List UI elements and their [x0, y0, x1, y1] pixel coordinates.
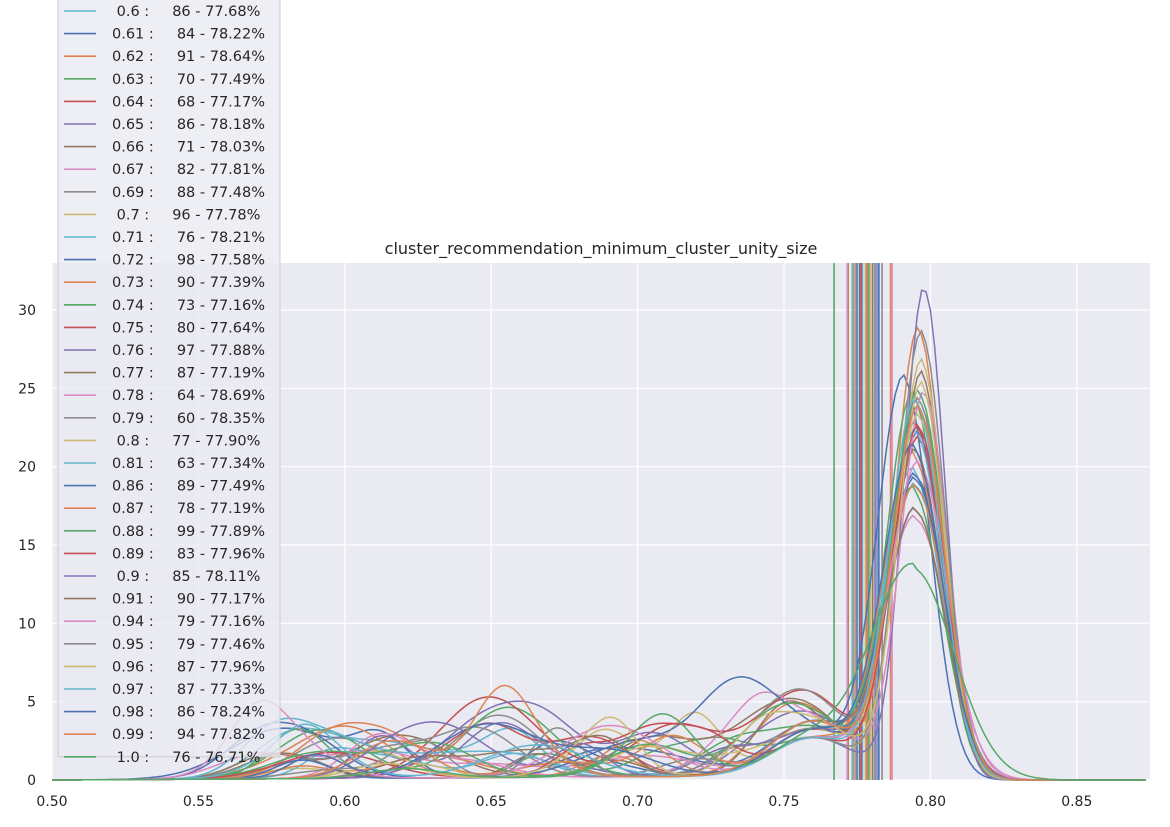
x-tick-label: 0.50	[36, 794, 67, 810]
y-tick-label: 15	[18, 538, 36, 554]
legend-entry: 0.7 : 96 - 77.78%	[112, 207, 260, 223]
legend-entry: 1.0 : 76 - 76.71%	[112, 750, 260, 766]
chart-title: cluster_recommendation_minimum_cluster_u…	[385, 239, 818, 259]
legend-entry: 0.65 : 86 - 78.18%	[112, 117, 265, 133]
legend-entry: 0.96 : 87 - 77.96%	[112, 659, 265, 675]
x-tick-label: 0.55	[183, 794, 214, 810]
y-tick-label: 10	[18, 616, 36, 632]
y-tick-label: 5	[27, 695, 36, 711]
legend-entry: 0.98 : 86 - 78.24%	[112, 705, 265, 721]
legend-entry: 0.99 : 94 - 77.82%	[112, 727, 265, 743]
legend-entry: 0.87 : 78 - 77.19%	[112, 501, 265, 517]
y-tick-label: 30	[18, 303, 36, 319]
x-tick-label: 0.80	[915, 794, 946, 810]
x-tick-label: 0.60	[329, 794, 360, 810]
legend-entry: 0.62 : 91 - 78.64%	[112, 49, 265, 65]
legend-entry: 0.79 : 60 - 78.35%	[112, 411, 265, 427]
y-tick-label: 25	[18, 381, 36, 397]
y-axis-ticks: 0 5 10 15 20 25 30	[18, 303, 36, 789]
legend-entry: 0.9 : 85 - 78.11%	[112, 569, 260, 585]
legend-entry: 0.66 : 71 - 78.03%	[112, 140, 265, 156]
legend-entry: 0.63 : 70 - 77.49%	[112, 72, 265, 88]
legend-entry: 0.71 : 76 - 78.21%	[112, 230, 265, 246]
x-tick-label: 0.70	[622, 794, 653, 810]
legend-entry: 0.77 : 87 - 77.19%	[112, 366, 265, 382]
legend-entry: 0.95 : 79 - 77.46%	[112, 637, 265, 653]
density-curves	[52, 289, 1146, 781]
legend-entry: 0.61 : 84 - 78.22%	[112, 27, 265, 43]
x-tick-label: 0.65	[476, 794, 507, 810]
y-tick-label: 20	[18, 460, 36, 476]
legend-entry: 0.76 : 97 - 77.88%	[112, 343, 265, 359]
legend-entry: 0.88 : 99 - 77.89%	[112, 524, 265, 540]
legend-entry: 0.72 : 98 - 77.58%	[112, 253, 265, 269]
legend-entry: 0.78 : 64 - 78.69%	[112, 388, 265, 404]
legend-entry: 0.89 : 83 - 77.96%	[112, 546, 265, 562]
legend-entry: 0.6 : 86 - 77.68%	[112, 4, 260, 20]
legend-box	[57, 0, 281, 758]
legend-entry: 0.75 : 80 - 77.64%	[112, 320, 265, 336]
legend-entry: 0.94 : 79 - 77.16%	[112, 614, 265, 630]
x-tick-label: 0.85	[1061, 794, 1092, 810]
legend-entry: 0.97 : 87 - 77.33%	[112, 682, 265, 698]
legend-entry: 0.69 : 88 - 77.48%	[112, 185, 265, 201]
legend-entry: 0.81 : 63 - 77.34%	[112, 456, 265, 472]
legend-entry: 0.86 : 89 - 77.49%	[112, 479, 265, 495]
legend-entry: 0.8 : 77 - 77.90%	[112, 433, 260, 449]
legend-entry: 0.64 : 68 - 77.17%	[112, 94, 265, 110]
legend: 0.6 : 86 - 77.68% 0.61 : 84 - 78.22% 0.62 …	[57, 0, 281, 766]
y-tick-label: 0	[27, 773, 36, 789]
legend-entry: 0.67 : 82 - 77.81%	[112, 162, 265, 178]
legend-entry: 0.74 : 73 - 77.16%	[112, 298, 265, 314]
x-axis-ticks: 0.50 0.55 0.60 0.65 0.70 0.75 0.80 0.85	[36, 794, 1092, 810]
x-tick-label: 0.75	[768, 794, 799, 810]
density-curve	[52, 562, 1146, 781]
legend-entry: 0.91 : 90 - 77.17%	[112, 592, 265, 608]
legend-entry: 0.73 : 90 - 77.39%	[112, 275, 265, 291]
